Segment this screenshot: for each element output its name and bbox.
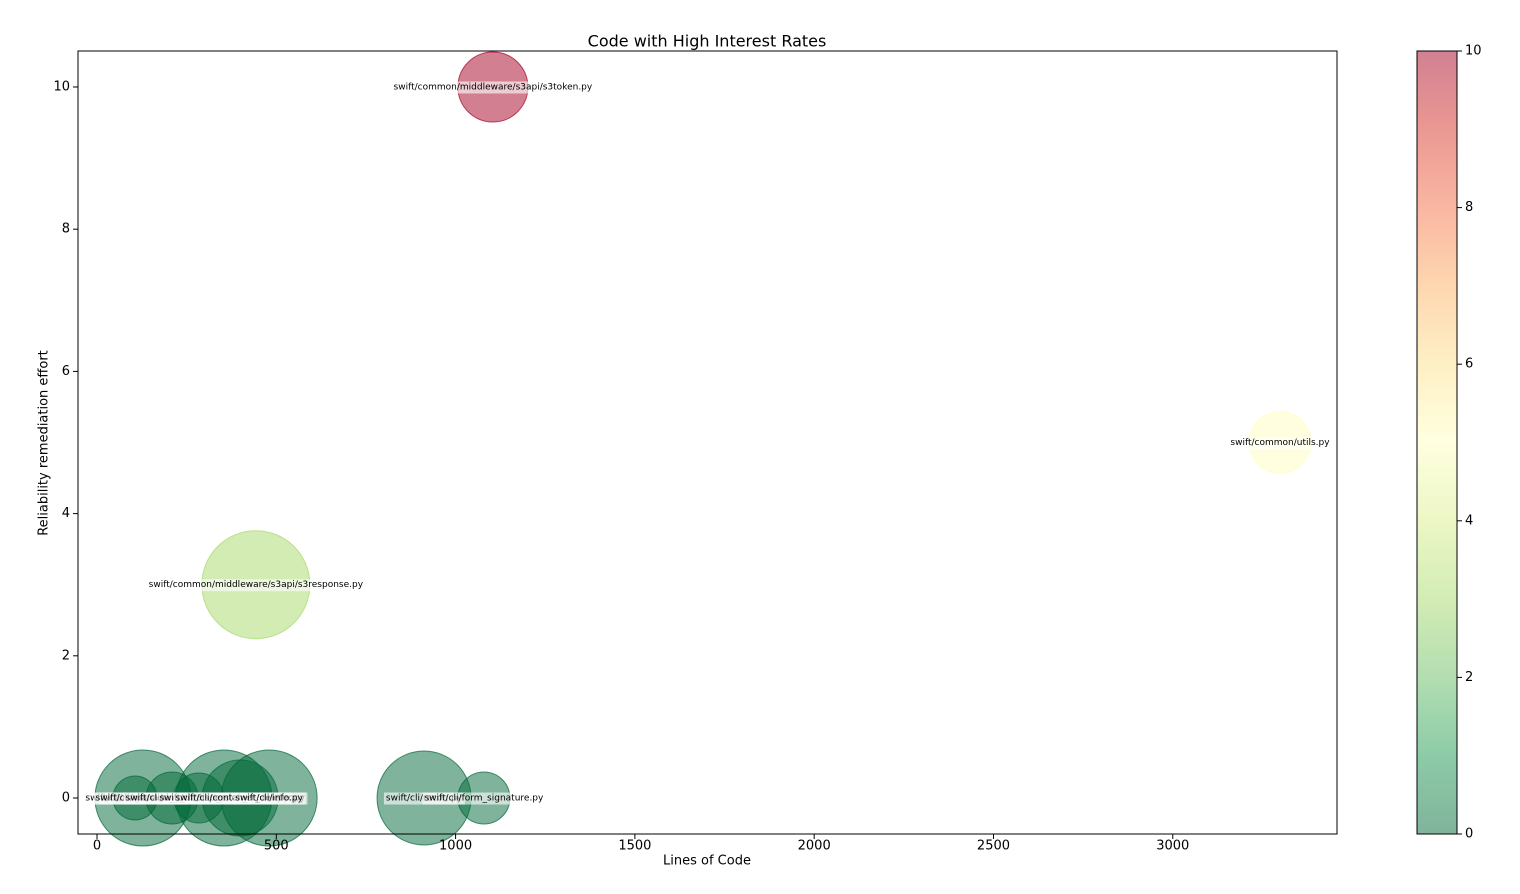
colorbar-tick-label: 2 [1465,670,1473,685]
bubble-label: swift/common/middleware/s3api/s3token.py [394,82,593,92]
colorbar-frame [1416,50,1458,835]
colorbar-tick-label: 4 [1465,513,1473,528]
colorbar-tick-label: 6 [1465,357,1473,372]
colorbar-tick-label: 10 [1465,44,1482,59]
colorbar-tick-label: 0 [1465,827,1473,842]
plot-frame [77,50,1338,835]
y-tick-label: 4 [62,506,70,521]
label-background [233,792,306,805]
y-tick-label: 10 [53,79,70,94]
y-axis-label: Reliability remediation effort [37,350,52,536]
x-tick-label: 1000 [439,839,472,854]
x-tick-label: 500 [264,839,289,854]
y-tick-label: 8 [62,222,70,237]
y-tick-label: 0 [62,791,70,806]
x-tick-label: 3000 [1156,839,1189,854]
label-background [1228,437,1333,449]
chart-title: Code with High Interest Rates [588,32,827,51]
y-tick-label: 6 [62,364,70,379]
x-tick-label: 2000 [798,839,831,854]
label-background [422,792,547,805]
x-axis-label: Lines of Code [663,854,751,869]
label-background [391,81,595,94]
bubble-label: swift/cli/form_signature.py [424,794,544,804]
colorbar [1417,51,1457,834]
colorbar-tick-label: 8 [1465,200,1473,215]
bubble-label: swift/common/middleware/s3api/s3response… [149,580,364,590]
bubble-label: swift/common/utils.py [1230,438,1330,448]
x-tick-label: 2500 [977,839,1010,854]
label-background [146,579,366,592]
x-tick-label: 1500 [618,839,651,854]
x-tick-label: 0 [93,839,101,854]
bubble-label: swift/cli/info.py [235,794,303,804]
bubble-layer [94,51,1312,847]
y-tick-label: 2 [62,648,70,663]
